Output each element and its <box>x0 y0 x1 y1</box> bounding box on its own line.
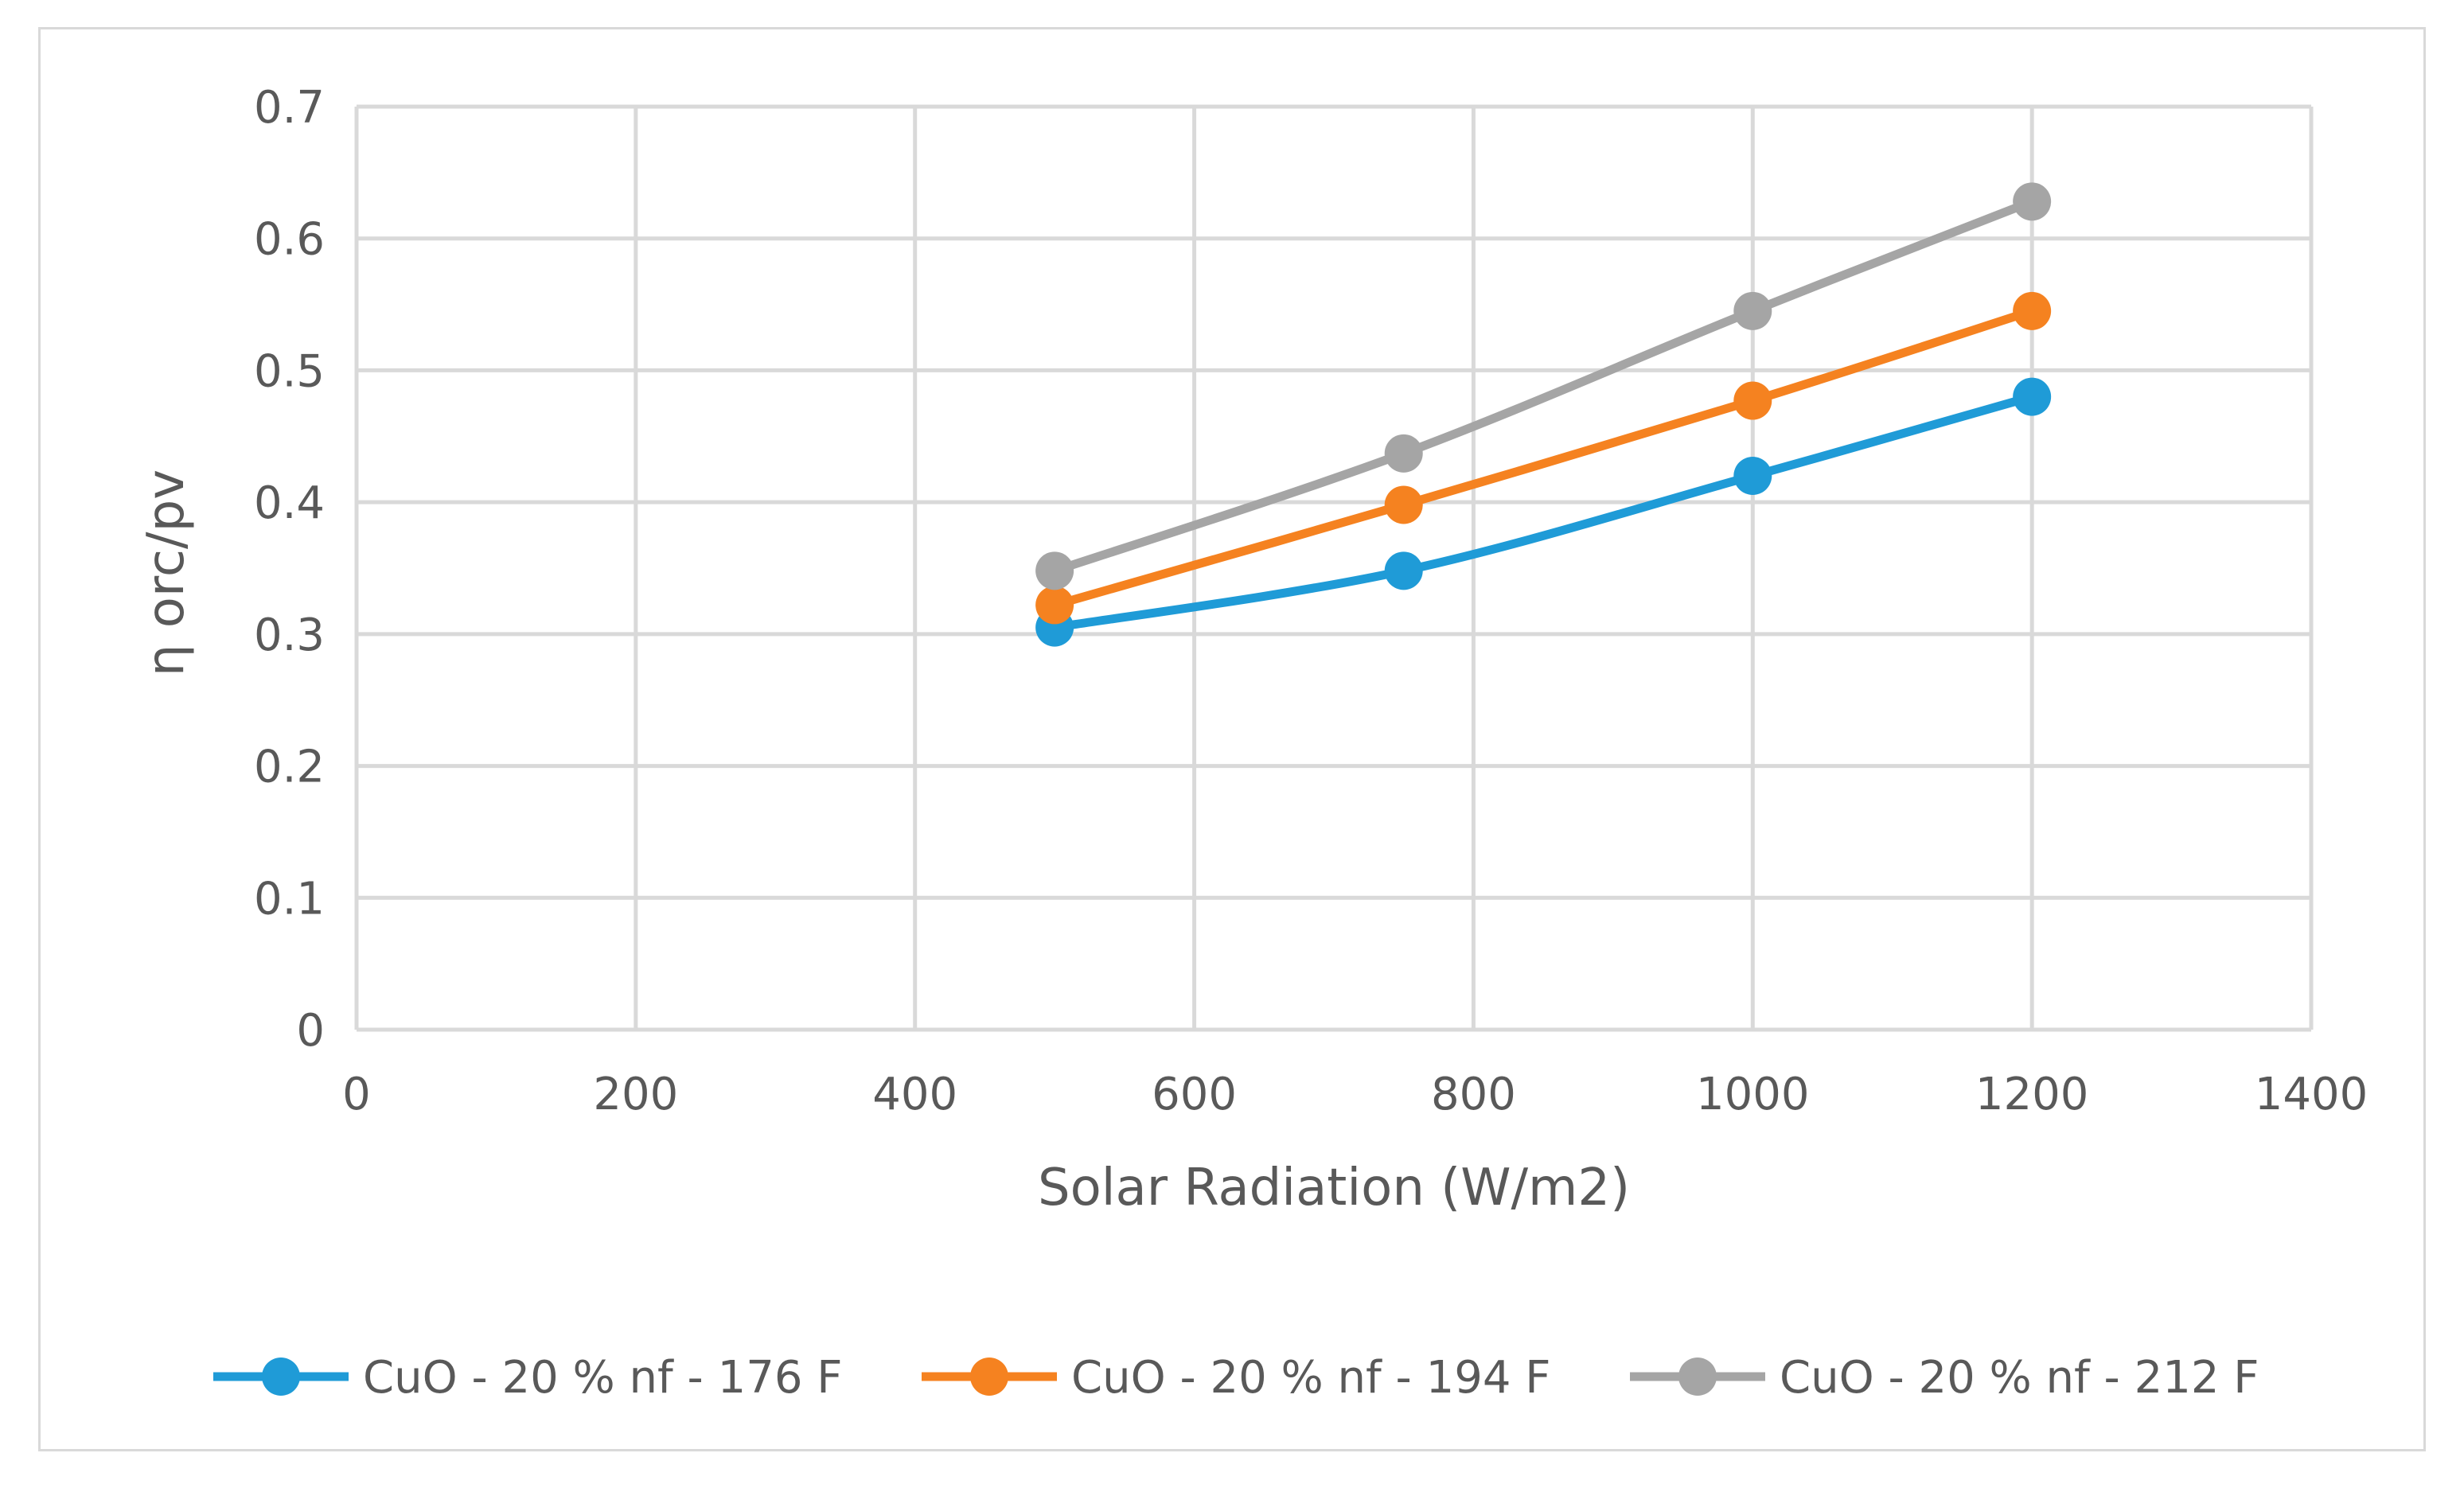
chart-frame <box>38 27 2426 1451</box>
x-axis-ticks: 0 200 400 600 800 1000 1200 1400 <box>342 1069 2368 1120</box>
y-tick-label: 0.7 <box>254 82 325 134</box>
y-tick-label: 0.6 <box>254 214 325 266</box>
x-tick-label: 800 <box>1431 1069 1516 1120</box>
series-line <box>1050 306 2037 610</box>
data-point <box>2013 291 2052 330</box>
series-line <box>1050 197 2037 575</box>
y-tick-label: 0 <box>296 1005 325 1057</box>
y-tick-label: 0.4 <box>254 477 325 529</box>
legend-swatch-marker <box>1678 1358 1717 1396</box>
y-tick-label: 0.1 <box>254 873 325 925</box>
y-axis-title: η orc/pv <box>137 469 196 676</box>
x-tick-label: 1000 <box>1696 1069 1810 1120</box>
y-axis-ticks: 0 0.1 0.2 0.3 0.4 0.5 0.6 0.7 <box>254 82 325 1057</box>
series-3 <box>1035 182 2052 590</box>
y-tick-label: 0.3 <box>254 610 325 661</box>
legend-label: CuO - 20 % nf - 212 F <box>1780 1352 2259 1404</box>
legend-item: CuO - 20 % nf - 194 F <box>922 1352 1550 1404</box>
data-point <box>1035 551 1074 590</box>
x-tick-label: 0 <box>342 1069 371 1120</box>
data-point <box>1384 485 1423 524</box>
x-tick-label: 1400 <box>2255 1069 2368 1120</box>
series-2 <box>1035 291 2052 625</box>
y-tick-label: 0.5 <box>254 345 325 397</box>
legend-item: CuO - 20 % nf - 212 F <box>1630 1352 2259 1404</box>
legend-item: CuO - 20 % nf - 176 F <box>213 1352 842 1404</box>
series-layer <box>1035 182 2052 647</box>
series-1 <box>1035 377 2052 647</box>
data-point <box>2013 377 2052 416</box>
data-point <box>1733 457 1772 495</box>
legend-swatch-marker <box>262 1358 300 1396</box>
x-tick-label: 200 <box>593 1069 678 1120</box>
legend-label: CuO - 20 % nf - 194 F <box>1071 1352 1550 1404</box>
x-axis-title: Solar Radiation (W/m2) <box>1038 1159 1630 1217</box>
data-point <box>1733 381 1772 420</box>
data-point <box>1733 291 1772 330</box>
x-tick-label: 1200 <box>1975 1069 2089 1120</box>
legend-label: CuO - 20 % nf - 176 F <box>363 1352 842 1404</box>
legend-swatch-marker <box>970 1358 1008 1396</box>
series-line <box>1050 392 2037 633</box>
grid-lines <box>354 104 2314 1032</box>
legend: CuO - 20 % nf - 176 F CuO - 20 % nf - 194… <box>213 1352 2259 1404</box>
data-point <box>1384 434 1423 473</box>
data-point <box>1384 551 1423 590</box>
x-tick-label: 400 <box>872 1069 957 1120</box>
data-point <box>2013 182 2052 221</box>
x-tick-label: 600 <box>1152 1069 1237 1120</box>
data-point <box>1035 586 1074 625</box>
y-tick-label: 0.2 <box>254 742 325 793</box>
